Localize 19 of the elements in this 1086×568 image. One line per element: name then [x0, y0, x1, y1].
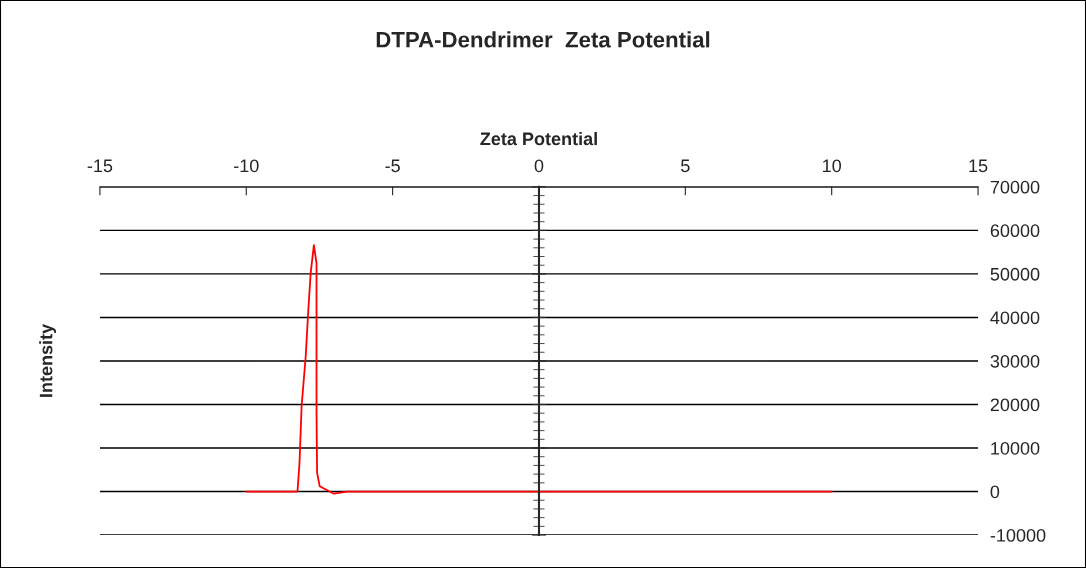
- x-axis-title: Zeta Potential: [480, 131, 597, 146]
- chart-title: DTPA-Dendrimer Zeta Potential: [376, 31, 710, 48]
- x-tick-label: 15: [969, 159, 988, 173]
- y-tick-label: 40000: [990, 311, 1040, 325]
- x-tick-label: 5: [681, 159, 690, 173]
- y-tick-label: 0: [990, 485, 1000, 499]
- y-tick-label: 70000: [990, 180, 1040, 194]
- y-tick-label: 50000: [990, 267, 1040, 281]
- y-tick-label: 60000: [990, 224, 1040, 238]
- x-tick-label: -5: [385, 159, 400, 173]
- y-tick-label: 30000: [990, 354, 1040, 368]
- y-axis-title: Intensity: [39, 323, 57, 397]
- x-tick-label: -15: [87, 159, 113, 173]
- y-tick-label: -10000: [990, 528, 1046, 542]
- y-tick-label: 10000: [991, 441, 1040, 455]
- y-tick-label: 20000: [990, 398, 1040, 412]
- x-tick-label: 10: [823, 159, 842, 173]
- x-tick-label: -10: [234, 159, 259, 173]
- x-tick-label: 0: [534, 159, 544, 173]
